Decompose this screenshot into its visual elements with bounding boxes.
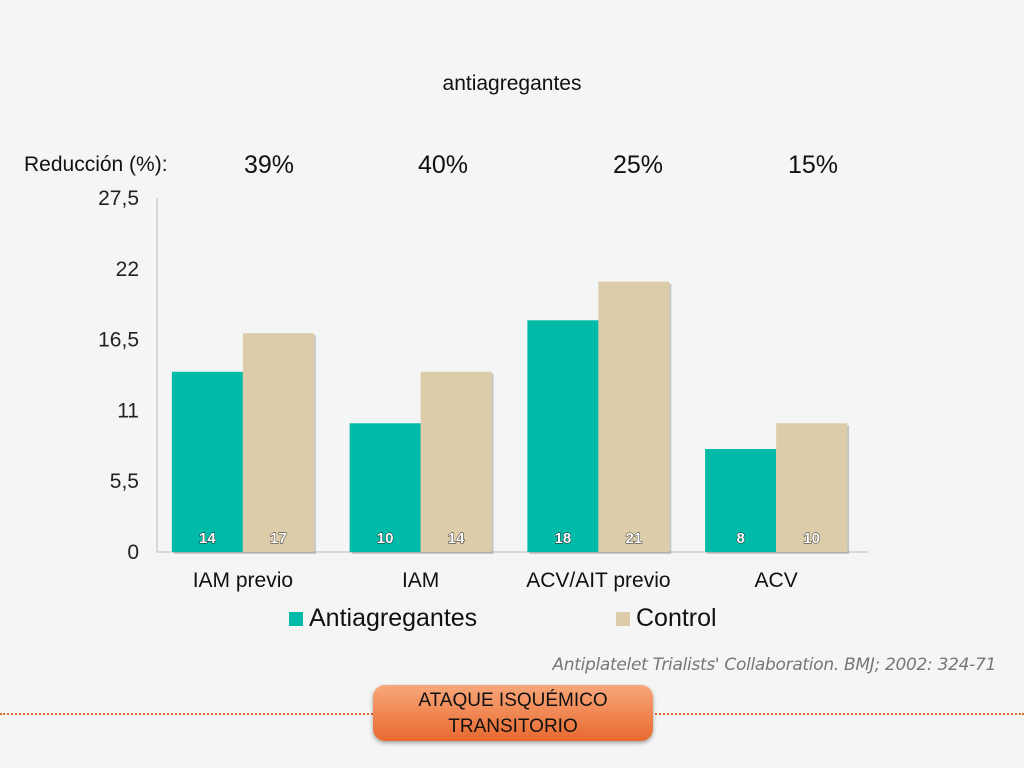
data-label-control-iam-previo: 17 — [270, 530, 287, 547]
bar-chart: 0 5,5 11 16,5 22 27,5 14 17 10 14 18 21 8 10 IAM pre… — [98, 187, 868, 592]
data-label-antiagregantes-acv: 8 — [736, 530, 744, 547]
data-label-antiagregantes-acv-ait-previo: 18 — [555, 530, 572, 547]
bar-antiagregantes-iam — [349, 423, 421, 552]
bar-antiagregantes-iam-previo — [171, 371, 243, 552]
data-label-antiagregantes-iam-previo: 14 — [199, 530, 216, 547]
x-tick-label-iam-previo: IAM previo — [193, 569, 293, 592]
legend-item-antiagregantes: Antiagregantes — [289, 604, 477, 633]
bar-antiagregantes-acv — [705, 449, 777, 552]
x-tick-label-acv: ACV — [755, 569, 798, 592]
y-tick-label: 22 — [116, 258, 139, 281]
citation: Antiplatelet Trialists' Collaboration. B… — [552, 655, 996, 675]
y-tick-label: 11 — [117, 399, 139, 422]
badge-line-2: TRANSITORIO — [448, 716, 578, 737]
reduction-value-acv: 15% — [787, 151, 839, 179]
data-label-control-acv-ait-previo: 21 — [626, 530, 643, 547]
legend-label-control: Control — [636, 604, 717, 632]
data-label-control-acv: 10 — [803, 530, 820, 547]
bar-antiagregantes-acv-ait-previo — [527, 320, 599, 552]
y-tick-label: 0 — [127, 541, 139, 564]
x-tick-label-iam: IAM — [402, 569, 439, 592]
legend-swatch-antiagregantes — [289, 611, 303, 626]
legend-label-antiagregantes: Antiagregantes — [309, 604, 478, 632]
legend-item-control: Control — [616, 604, 717, 633]
data-label-control-iam: 14 — [448, 530, 465, 547]
x-tick-label-acv-ait-previo: ACV/AIT previo — [526, 569, 670, 592]
section-badge: ATAQUE ISQUÉMICO TRANSITORIO — [373, 685, 653, 741]
y-tick-label: 16,5 — [98, 329, 139, 352]
bar-control-iam — [420, 371, 492, 552]
chart-subtitle: antiagregantes — [442, 72, 582, 95]
badge-line-1: ATAQUE ISQUÉMICO — [418, 690, 608, 711]
bar-control-iam-previo — [242, 333, 314, 552]
legend-swatch-control — [616, 611, 630, 626]
y-tick-label: 27,5 — [98, 187, 139, 210]
reduction-value-iam: 40% — [417, 151, 469, 179]
bar-control-acv-ait-previo — [598, 281, 670, 552]
y-tick-label: 5,5 — [110, 470, 139, 493]
data-label-antiagregantes-iam: 10 — [377, 530, 394, 547]
bar-control-acv — [776, 423, 848, 552]
reduction-value-acv-ait-previo: 25% — [612, 151, 664, 179]
reduction-label: Reducción (%): — [24, 153, 168, 176]
reduction-value-iam-previo: 39% — [243, 151, 295, 179]
